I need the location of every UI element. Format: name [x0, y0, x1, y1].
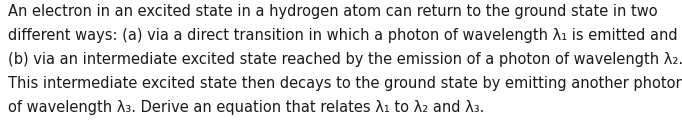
Text: different ways: (a) via a direct transition in which a photon of wavelength λ₁ i: different ways: (a) via a direct transit…	[8, 28, 678, 43]
Text: of wavelength λ₃. Derive an equation that relates λ₁ to λ₂ and λ₃.: of wavelength λ₃. Derive an equation tha…	[8, 100, 484, 115]
Text: An electron in an excited state in a hydrogen atom can return to the ground stat: An electron in an excited state in a hyd…	[8, 4, 658, 19]
Text: (b) via an intermediate excited state reached by the emission of a photon of wav: (b) via an intermediate excited state re…	[8, 52, 682, 67]
Text: This intermediate excited state then decays to the ground state by emitting anot: This intermediate excited state then dec…	[8, 76, 682, 91]
